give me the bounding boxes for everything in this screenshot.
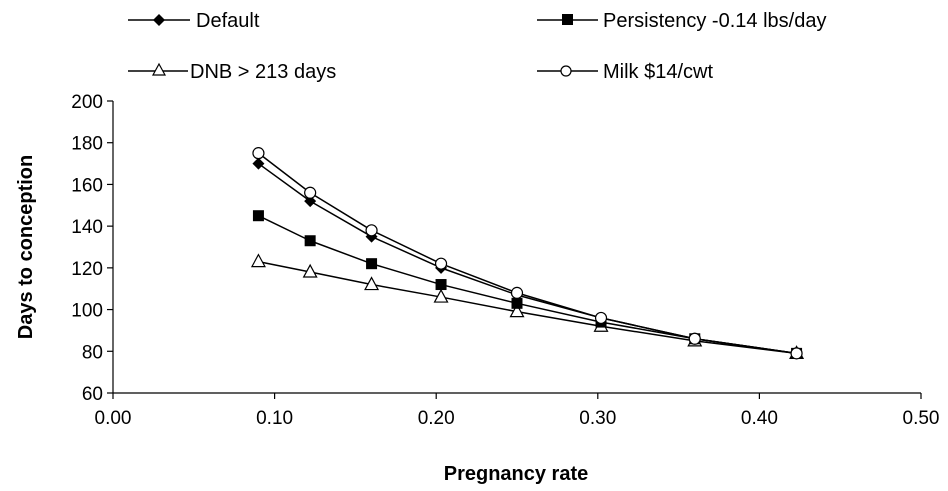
data-point [688,332,701,345]
x-tick-label: 0.00 [95,408,132,429]
y-tick-label: 100 [71,301,103,322]
series-persistency-0-14-lbs-day [252,210,803,359]
legend-item-dnb: DNB > 213 days [128,61,336,83]
data-point [252,157,265,170]
y-tick-label: 200 [71,92,103,113]
x-tick-label: 0.40 [741,408,778,429]
x-axis-ticks: 0.00 0.10 0.20 0.30 0.40 0.50 [95,393,940,429]
triangle-marker-icon [151,62,167,76]
data-point [302,263,318,278]
series-line [258,215,797,355]
x-tick-label: 0.30 [579,408,616,429]
legend-label: Milk $14/cwt [603,61,713,83]
series-line [257,162,797,355]
diamond-marker-icon [153,14,165,26]
legend-item-default: Default [128,10,260,32]
x-tick-label: 0.10 [256,408,293,429]
data-point [511,297,523,309]
square-marker-icon [562,14,573,25]
y-tick-label: 180 [71,134,103,155]
data-point [434,257,448,270]
data-point [435,279,447,291]
data-point [252,147,265,160]
plot-area [250,147,805,360]
data-point [364,276,380,291]
data-point [304,235,316,247]
y-tick-label: 160 [71,175,103,196]
data-point [790,347,803,360]
series-default [252,157,803,360]
x-axis-title: Pregnancy rate [444,463,589,485]
y-tick-label: 140 [71,217,103,238]
data-point [510,286,524,299]
circle-marker-icon [560,65,572,77]
legend: Default Persistency -0.14 lbs/day DNB > … [128,10,826,83]
data-point [252,210,264,222]
y-axis-ticks: 60 80 100 120 140 160 180 200 [71,92,113,405]
data-point [365,224,378,237]
data-point [304,195,317,208]
x-tick-label: 0.50 [903,408,940,429]
y-tick-label: 60 [82,384,103,405]
data-point [594,311,608,325]
series-line [257,152,797,355]
data-point [509,303,525,318]
legend-label: DNB > 213 days [190,61,336,83]
x-tick-label: 0.20 [418,408,455,429]
y-tick-label: 80 [82,342,103,363]
data-point [366,258,378,270]
legend-label: Default [196,10,260,32]
series-milk-14-cwt [252,147,803,360]
data-point [250,253,266,268]
data-point [304,186,317,199]
y-tick-label: 120 [71,259,103,280]
data-point [433,288,449,303]
y-axis-title: Days to conception [15,155,37,339]
legend-item-persistency: Persistency -0.14 lbs/day [537,10,826,32]
series-line [258,260,797,355]
legend-label: Persistency -0.14 lbs/day [603,10,826,32]
legend-item-milk: Milk $14/cwt [537,61,713,83]
